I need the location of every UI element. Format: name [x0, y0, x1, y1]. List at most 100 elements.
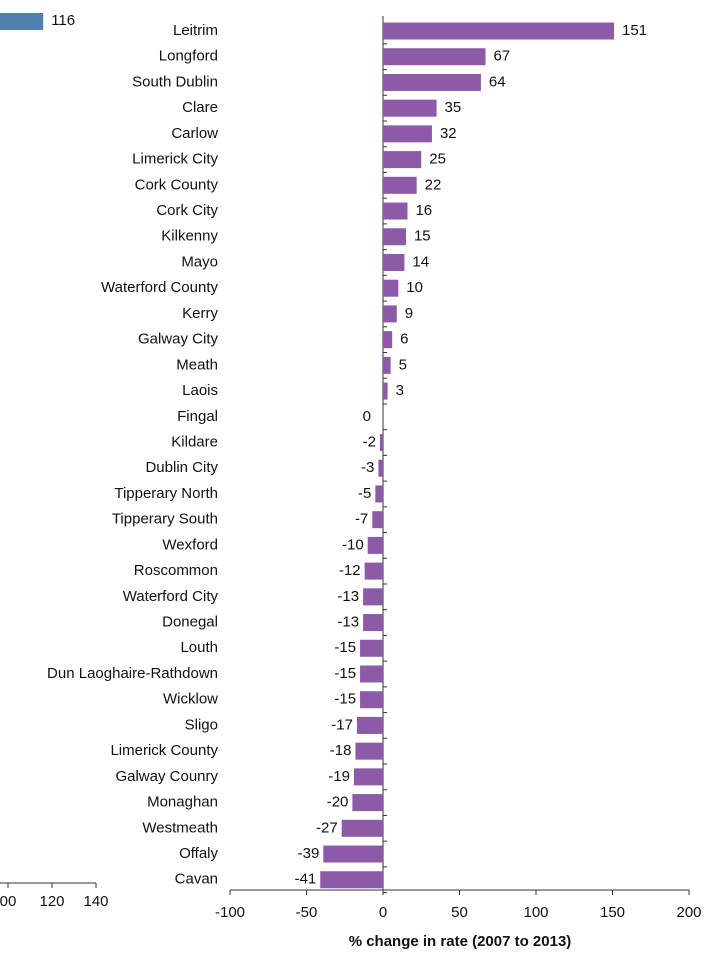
category-label: Roscommon	[134, 562, 218, 579]
bar	[363, 588, 383, 606]
category-label: Tipperary South	[112, 511, 218, 528]
bar	[360, 691, 383, 709]
value-label: -5	[358, 485, 371, 502]
category-label: Fingal	[177, 408, 218, 425]
x-tick-label: 120	[39, 893, 64, 910]
bar	[372, 511, 383, 529]
category-label: Meath	[176, 356, 218, 373]
x-tick-label: -100	[215, 904, 245, 921]
category-label: Cork City	[156, 202, 218, 219]
x-tick-label: 150	[600, 904, 625, 921]
value-label: -15	[334, 639, 356, 656]
category-label: Wicklow	[163, 691, 218, 708]
bar	[367, 536, 383, 554]
category-label: Clare	[182, 99, 218, 116]
bar	[364, 562, 383, 580]
bar	[360, 665, 383, 683]
bar	[383, 305, 397, 323]
category-label: Donegal	[162, 614, 218, 631]
category-label: Kilkenny	[161, 228, 218, 245]
category-label: South Dublin	[132, 73, 218, 90]
value-label: 3	[396, 382, 404, 399]
bar	[320, 871, 383, 889]
category-label: Louth	[180, 639, 218, 656]
bar	[352, 794, 383, 812]
value-label: 67	[494, 48, 511, 65]
category-label: Mayo	[181, 253, 218, 270]
value-label: -39	[298, 845, 320, 862]
category-label: Dublin City	[145, 459, 218, 476]
value-label: -19	[328, 768, 350, 785]
bar	[383, 73, 481, 91]
value-label: -27	[316, 819, 338, 836]
bar	[375, 485, 383, 503]
value-label: -13	[337, 588, 359, 605]
value-label: -18	[330, 742, 352, 759]
x-tick-label: 140	[83, 893, 108, 910]
category-label: Offaly	[179, 845, 218, 862]
category-label: Longford	[159, 48, 218, 65]
value-label: 35	[445, 99, 462, 116]
value-label: -12	[339, 562, 361, 579]
category-label: Leitrim	[173, 22, 218, 39]
bar	[355, 742, 383, 760]
category-label: Sligo	[185, 716, 218, 733]
value-label: 0	[363, 408, 371, 425]
x-tick-label: 200	[676, 904, 701, 921]
bar	[383, 99, 437, 117]
value-label: 14	[412, 253, 429, 270]
value-label: -10	[342, 536, 364, 553]
value-label: -13	[337, 614, 359, 631]
category-label: Monaghan	[147, 794, 218, 811]
category-label: Cork County	[135, 176, 219, 193]
value-label: -7	[355, 511, 368, 528]
value-label: 16	[415, 202, 432, 219]
bar	[383, 151, 422, 169]
x-tick-label: 100	[523, 904, 548, 921]
value-label: 9	[405, 305, 413, 322]
x-axis-title: % change in rate (2007 to 2013)	[349, 933, 572, 950]
value-label: -3	[361, 459, 374, 476]
category-label: Wexford	[162, 536, 218, 553]
value-label: -41	[295, 871, 317, 888]
bar	[383, 279, 399, 297]
bar	[383, 356, 391, 374]
bar	[379, 434, 383, 452]
bar	[341, 819, 383, 837]
value-label: -20	[327, 794, 349, 811]
bar	[360, 639, 383, 657]
bar	[356, 716, 383, 734]
bar	[383, 22, 615, 40]
value-label: 6	[400, 331, 408, 348]
category-label: Tipperary North	[114, 485, 218, 502]
bar	[383, 202, 408, 220]
bar	[383, 228, 406, 246]
value-label: 151	[622, 22, 647, 39]
category-label: Cavan	[175, 871, 218, 888]
category-label: Dun Laoghaire-Rathdown	[47, 665, 218, 682]
category-label: Waterford County	[101, 279, 218, 296]
category-label: Westmeath	[142, 819, 218, 836]
bar	[353, 768, 383, 786]
value-label: 22	[425, 176, 442, 193]
value-label: 10	[406, 279, 423, 296]
category-label: Carlow	[171, 125, 218, 142]
value-label: 15	[414, 228, 431, 245]
bar	[378, 459, 383, 477]
category-label: Galway Counry	[115, 768, 218, 785]
bar	[383, 331, 393, 349]
category-label: Kerry	[182, 305, 218, 322]
value-label: 32	[440, 125, 457, 142]
bar	[0, 13, 44, 30]
bar	[323, 845, 383, 863]
category-label: Laois	[182, 382, 218, 399]
x-tick-label: 00	[0, 893, 16, 910]
x-tick-label: -50	[296, 904, 318, 921]
x-tick-label: 0	[379, 904, 387, 921]
bar	[383, 176, 417, 194]
value-label: -17	[331, 716, 353, 733]
value-label: -2	[363, 433, 376, 450]
bar	[383, 253, 405, 271]
category-label: Limerick County	[110, 742, 218, 759]
category-label: Waterford City	[123, 588, 219, 605]
